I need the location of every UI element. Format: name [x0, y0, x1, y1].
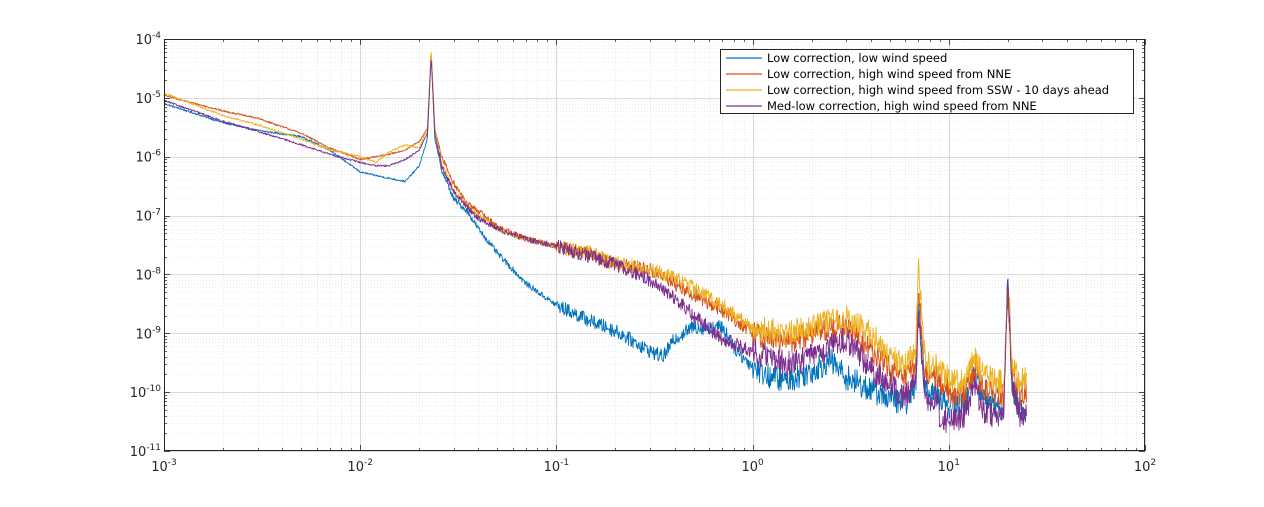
legend-label-3: Low correction, high wind speed from SSW…: [767, 83, 1109, 97]
x-tick-label: 10-1: [544, 458, 570, 475]
axis-ticks: [164, 39, 1146, 452]
x-tick-label: 10-3: [151, 458, 177, 475]
y-axis-tick-labels: 10-11 10-10 10-9 10-8 10-7 10-6 10-5 10-4: [130, 31, 162, 460]
legend-label-1: Low correction, low wind speed: [767, 51, 947, 65]
x-tick-label: 101: [938, 458, 960, 475]
legend-box: [720, 49, 1134, 114]
y-tick-label: 10-8: [135, 266, 161, 283]
x-tick-label: 10-2: [347, 458, 373, 475]
y-tick-label: 10-11: [130, 443, 161, 460]
y-tick-label: 10-7: [135, 208, 161, 225]
y-tick-label: 10-6: [135, 149, 161, 166]
legend: Low correction, low wind speed Low correc…: [720, 49, 1134, 114]
series-line-4: [163, 60, 1027, 433]
legend-label-2: Low correction, high wind speed from NNE: [767, 67, 1011, 81]
x-axis-tick-labels: 10-3 10-2 10-1 100 101 102: [151, 458, 1156, 475]
y-tick-label: 10-4: [135, 31, 161, 48]
y-tick-label: 10-5: [135, 90, 161, 107]
x-tick-label: 100: [741, 458, 764, 475]
legend-label-4: Med-low correction, high wind speed from…: [767, 99, 1037, 113]
y-tick-label: 10-9: [135, 325, 161, 342]
x-tick-label: 102: [1134, 458, 1156, 475]
series-layer: [163, 52, 1027, 433]
plot-frame: [164, 39, 1145, 451]
y-tick-label: 10-10: [130, 384, 162, 401]
